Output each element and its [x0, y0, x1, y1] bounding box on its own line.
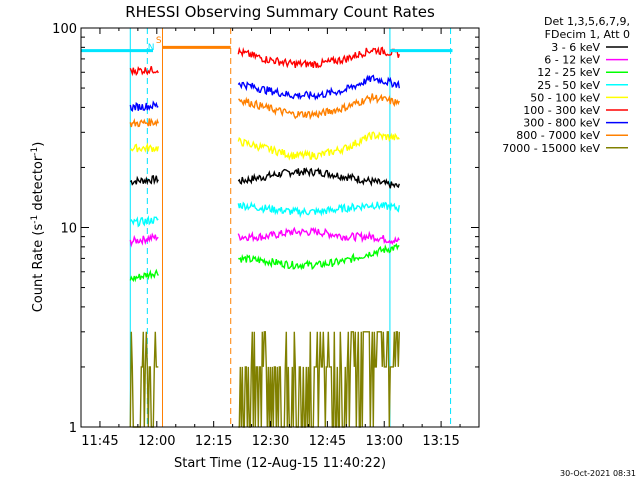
legend-entry-label: 100 - 300 keV	[523, 104, 600, 117]
legend-entry-label: 25 - 50 keV	[537, 79, 600, 92]
y-axis-label-sup2: -1	[30, 147, 40, 156]
legend-entry-label: 800 - 7000 keV	[516, 129, 600, 142]
series-trace	[129, 232, 159, 248]
legend-header: Det 1,3,5,6,7,9,	[544, 15, 630, 28]
x-tick-label: 12:30	[252, 434, 289, 449]
vertical-markers	[129, 28, 452, 427]
y-axis-label-end: )	[31, 142, 46, 147]
series-trace	[237, 167, 400, 189]
series-trace	[129, 65, 159, 77]
legend-entry-label: 50 - 100 keV	[530, 91, 600, 104]
y-axis-label: Count Rate (s-1 detector-1)	[30, 142, 46, 313]
timestamp: 30-Oct-2021 08:31	[560, 469, 636, 478]
legend-header: FDecim 1, Att 0	[545, 28, 630, 41]
series-trace	[237, 131, 400, 161]
legend-entry-label: 3 - 6 keV	[551, 41, 600, 54]
y-axis-label-main: Count Rate (s	[31, 224, 46, 313]
series-trace	[129, 174, 159, 186]
legend-entry-label: 300 - 800 keV	[523, 117, 600, 130]
series-trace	[129, 100, 159, 112]
series-trace	[129, 268, 159, 283]
axes: 11:45 12:00 12:15 12:30 12:45 13:00 13:15 1 10 10…	[52, 22, 480, 449]
series-trace	[237, 74, 400, 101]
series-trace	[129, 215, 159, 228]
flags: NS	[148, 36, 162, 53]
y-axis-label-sup1: -1	[30, 215, 40, 224]
y-tick-label: 1	[69, 421, 77, 436]
y-axis-label-tail: detector	[31, 155, 46, 215]
level-lines	[81, 45, 453, 53]
legend: Det 1,3,5,6,7,9,FDecim 1, Att 03 - 6 keV…	[502, 15, 630, 155]
flag-label: N	[148, 43, 155, 53]
legend-entry-label: 7000 - 15000 keV	[502, 142, 600, 155]
flag-label: S	[156, 36, 162, 46]
series-traces	[129, 46, 400, 428]
series-trace	[237, 242, 400, 271]
x-tick-label: 12:45	[309, 434, 346, 449]
series-trace	[237, 226, 400, 246]
legend-entry-label: 6 - 12 keV	[544, 54, 600, 67]
series-trace	[238, 331, 400, 428]
series-trace	[237, 46, 400, 69]
series-trace	[129, 331, 159, 428]
y-tick-label: 10	[60, 222, 77, 237]
chart-title: RHESSI Observing Summary Count Rates	[125, 3, 435, 21]
series-trace	[238, 93, 400, 121]
series-trace	[237, 201, 400, 219]
series-trace	[129, 142, 159, 153]
legend-entry-label: 12 - 25 keV	[537, 66, 600, 79]
x-tick-label: 12:00	[138, 434, 175, 449]
y-tick-label: 100	[52, 22, 77, 37]
x-tick-label: 12:15	[195, 434, 232, 449]
x-tick-label: 13:15	[422, 434, 459, 449]
x-tick-label: 11:45	[81, 434, 118, 449]
x-axis-label: Start Time (12-Aug-15 11:40:22)	[174, 456, 386, 471]
x-tick-label: 13:00	[366, 434, 403, 449]
series-trace	[129, 117, 159, 128]
